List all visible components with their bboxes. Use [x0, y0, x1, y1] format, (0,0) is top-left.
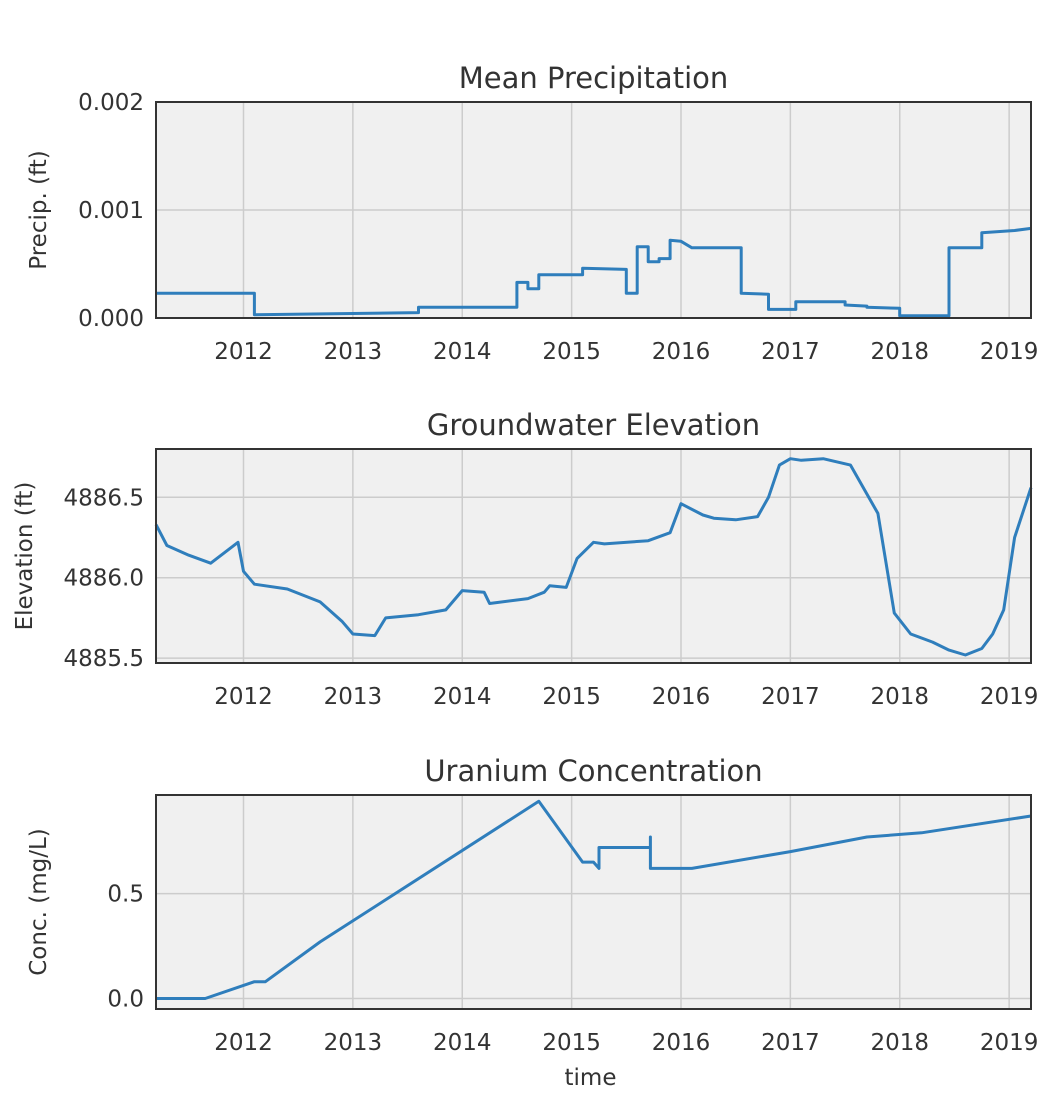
y-tick-label: 0.002 [78, 90, 144, 116]
series-line [156, 799, 1032, 1000]
x-tick-label: 2018 [870, 684, 929, 710]
x-tick-label: 2012 [214, 1030, 273, 1056]
plot-area [156, 795, 1031, 1009]
x-tick-label: 2019 [980, 339, 1039, 365]
y-tick-label: 0.001 [78, 198, 144, 224]
x-tick-label: 2017 [761, 339, 820, 365]
chart-title: Uranium Concentration [424, 754, 762, 788]
x-tick-label: 2013 [324, 1030, 383, 1056]
axes-frame [155, 448, 1032, 664]
y-tick-label: 0.000 [78, 306, 144, 332]
x-tick-label: 2016 [652, 1030, 711, 1056]
y-axis-label: Precip. (ft) [26, 150, 52, 269]
series-line [154, 457, 1033, 657]
chart-groundwater-elevation: 2012 2013 2014 2015 2016 2017 2018 2019 4885.5 48… [12, 408, 1038, 710]
y-tick-label: 0.0 [107, 987, 144, 1013]
y-tick-label: 4886.0 [64, 566, 144, 592]
x-tick-label: 2019 [980, 1030, 1039, 1056]
y-axis-label: Conc. (mg/L) [26, 828, 52, 976]
chart-title: Mean Precipitation [459, 61, 729, 95]
x-tick-label: 2012 [214, 339, 273, 365]
axes-frame [155, 101, 1032, 319]
axes-frame [155, 794, 1032, 1010]
chart-uranium-concentration: 2012 2013 2014 2015 2016 2017 2018 2019 0.0 0.5 Ur… [26, 754, 1038, 1091]
x-tick-label: 2016 [652, 339, 711, 365]
x-tick-label: 2019 [980, 684, 1039, 710]
chart-title: Groundwater Elevation [427, 408, 760, 442]
x-tick-label: 2017 [761, 684, 820, 710]
x-tick-label: 2015 [542, 339, 601, 365]
x-tick-label: 2014 [433, 1030, 492, 1056]
chart-mean-precipitation: 2012 2013 2014 2015 2016 2017 2018 2019 0.000 0.0… [26, 61, 1038, 365]
y-tick-label: 4885.5 [64, 646, 144, 672]
x-tick-label: 2013 [324, 684, 383, 710]
x-tick-label: 2016 [652, 684, 711, 710]
x-tick-label: 2013 [324, 339, 383, 365]
x-tick-label: 2017 [761, 1030, 820, 1056]
x-tick-label: 2014 [433, 339, 492, 365]
x-tick-label: 2015 [542, 1030, 601, 1056]
x-tick-label: 2012 [214, 684, 273, 710]
x-tick-label: 2015 [542, 684, 601, 710]
series-line [156, 226, 1032, 318]
x-tick-label: 2018 [870, 339, 929, 365]
x-axis-label: time [565, 1065, 617, 1091]
x-tick-label: 2018 [870, 1030, 929, 1056]
y-tick-label: 0.5 [107, 882, 144, 908]
y-axis-label: Elevation (ft) [12, 482, 38, 631]
y-tick-label: 4886.5 [64, 485, 144, 511]
x-tick-label: 2014 [433, 684, 492, 710]
